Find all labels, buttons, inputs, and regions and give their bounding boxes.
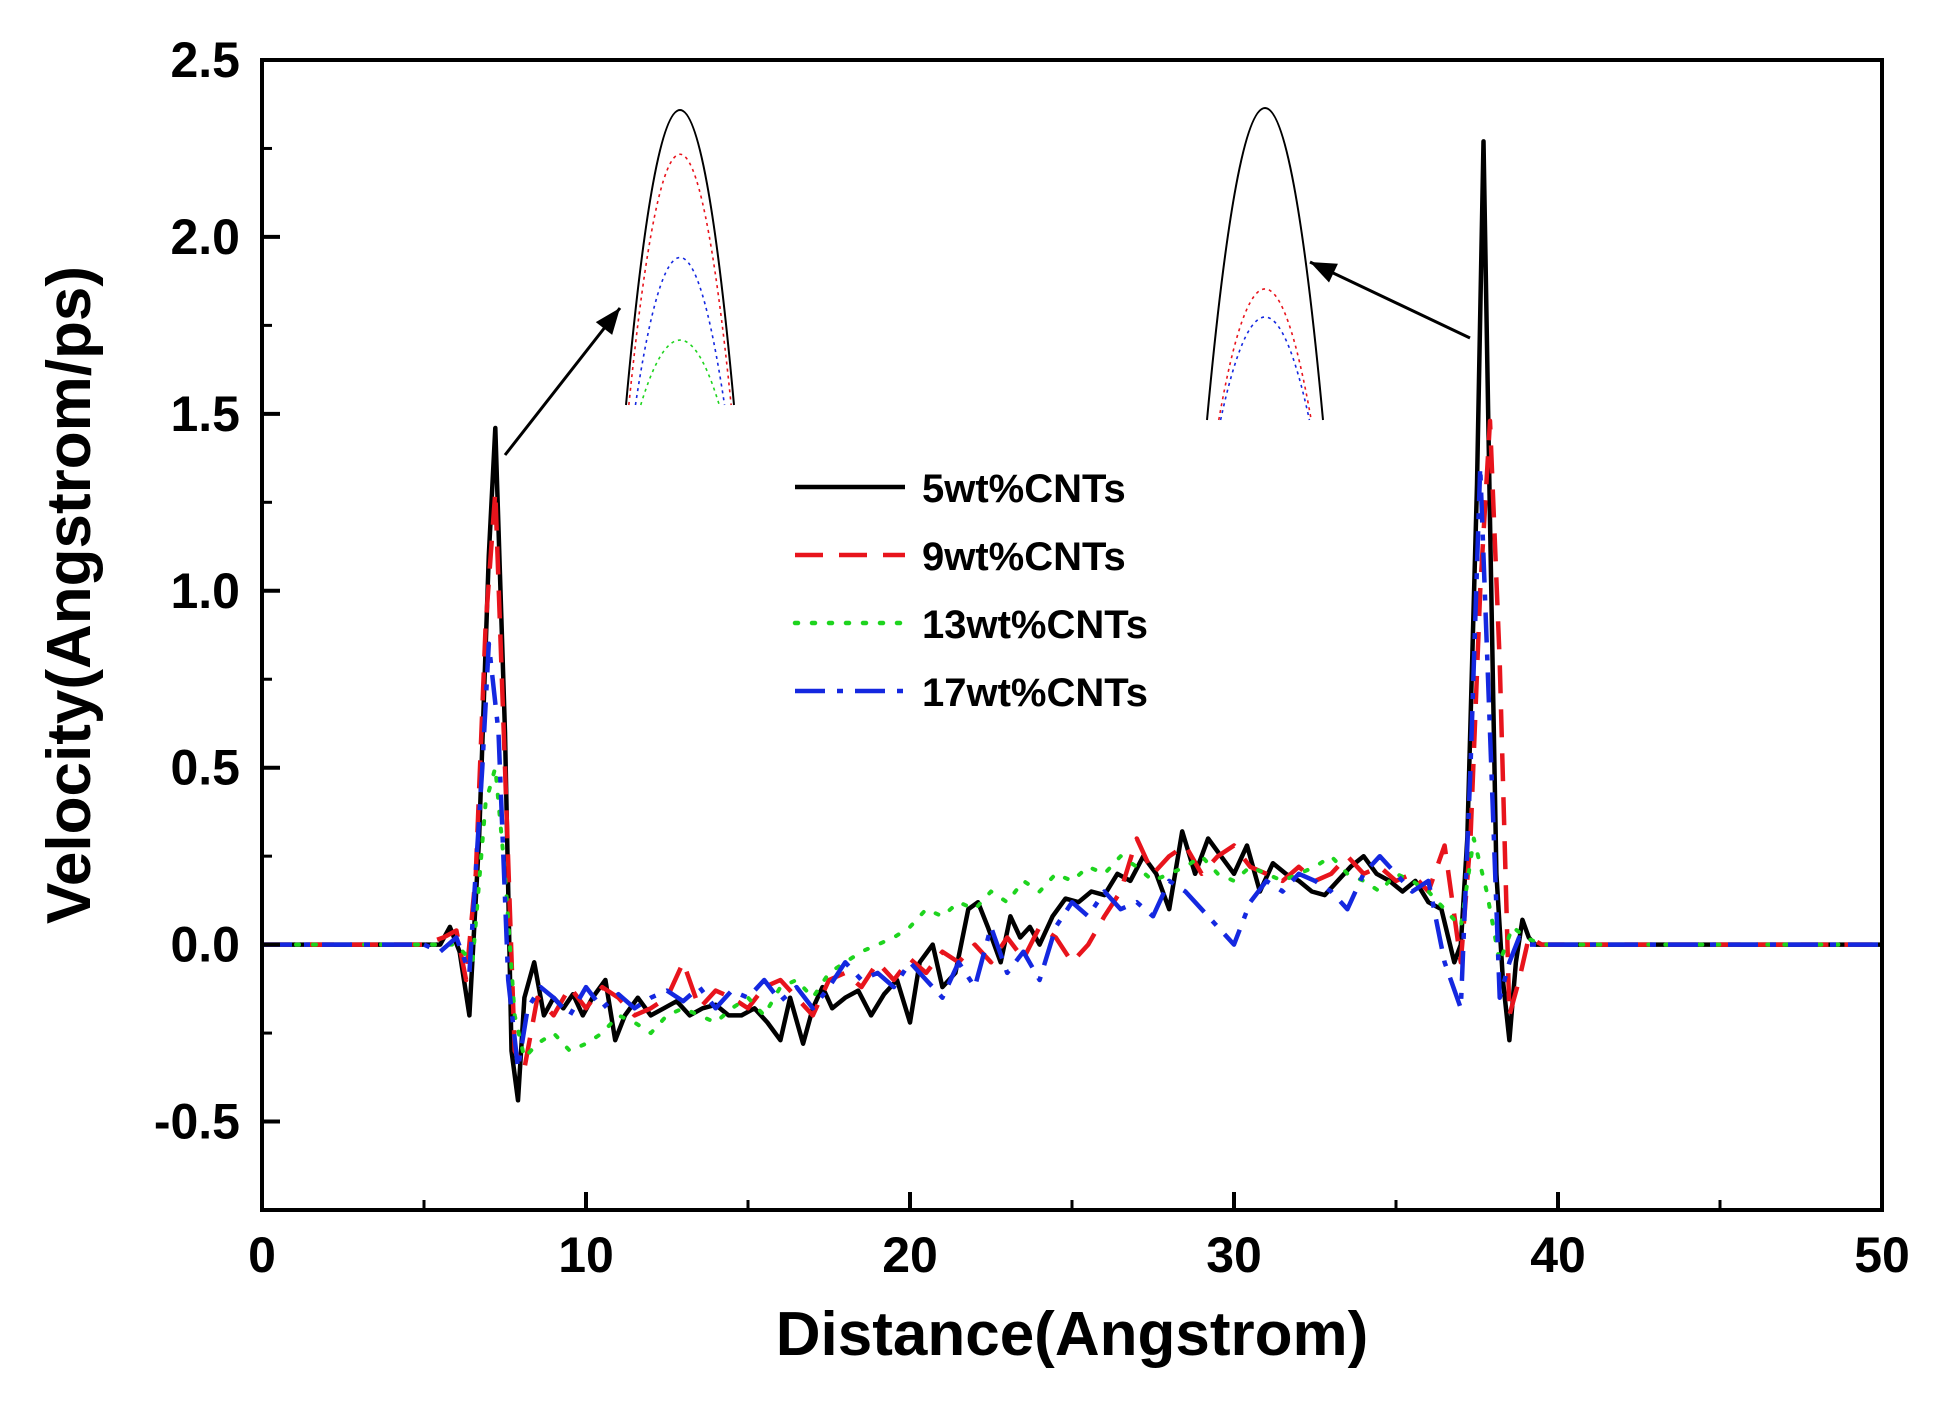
x-tick-label: 20 xyxy=(882,1227,938,1283)
y-tick-label: -0.5 xyxy=(154,1094,240,1150)
inset-arrow-head xyxy=(595,308,620,335)
inset-peak-9wt-cnts xyxy=(628,153,732,406)
x-tick-label: 30 xyxy=(1206,1227,1262,1283)
tick-layer: 0 10 20 30 40 50 -0.5 0.0 0.5 1.0 1.5 2.0 2.5 xyxy=(154,32,1910,1283)
y-tick-label: 0.5 xyxy=(170,740,240,796)
inset-peak-5wt-cnts xyxy=(1206,107,1324,421)
inset-layer xyxy=(503,107,1471,456)
y-tick-label: 1.5 xyxy=(170,386,240,442)
x-axis-title: Distance(Angstrom) xyxy=(776,1300,1369,1369)
legend-label: 17wt%CNTs xyxy=(922,671,1148,715)
y-axis-title: Velocity(Angstrom/ps) xyxy=(35,266,104,924)
y-tick-label: 0.0 xyxy=(170,917,240,973)
inset-arrow-line xyxy=(503,307,622,456)
inset-peak-9wt-cnts xyxy=(1217,288,1313,421)
inset-peak-13wt-cnts xyxy=(639,339,721,406)
x-tick-label: 0 xyxy=(248,1227,276,1283)
y-tick-label: 2.0 xyxy=(170,209,240,265)
series-line-9wt-cnts xyxy=(262,418,1882,1071)
legend: 5wt%CNTs 9wt%CNTs 13wt%CNTs 17wt%CNTs xyxy=(792,467,1148,715)
y-tick-label: 1.0 xyxy=(170,563,240,619)
inset-arrow-line xyxy=(1309,260,1471,340)
series-line-17wt-cnts xyxy=(262,464,1882,1071)
inset-arrow-head xyxy=(1310,262,1338,283)
inset-peak-17wt-cnts xyxy=(634,257,726,406)
x-tick-label: 50 xyxy=(1854,1227,1910,1283)
legend-label: 5wt%CNTs xyxy=(922,467,1126,511)
legend-label: 13wt%CNTs xyxy=(922,603,1148,647)
series-layer xyxy=(260,139,1884,1103)
inset-peak-5wt-cnts xyxy=(625,109,735,406)
y-tick-label: 2.5 xyxy=(170,32,240,88)
inset-peak-17wt-cnts xyxy=(1219,316,1311,421)
legend-label: 9wt%CNTs xyxy=(922,535,1126,579)
x-tick-label: 10 xyxy=(558,1227,614,1283)
x-tick-label: 40 xyxy=(1530,1227,1586,1283)
